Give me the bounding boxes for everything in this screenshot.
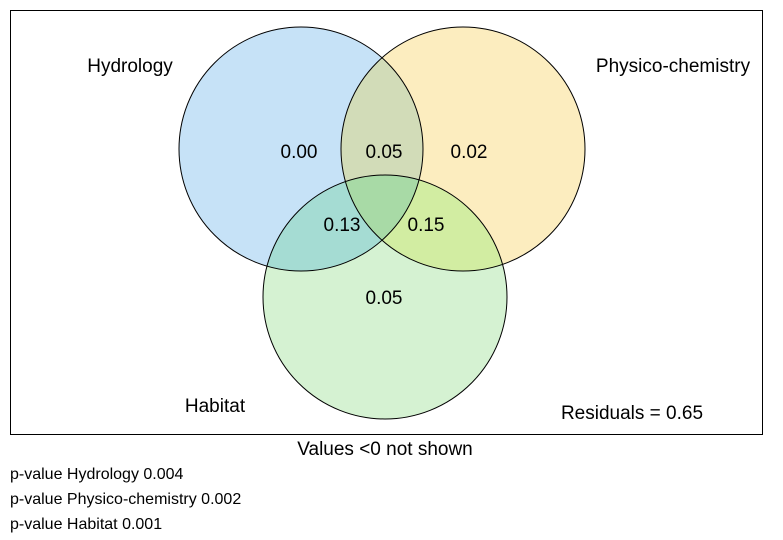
overlap-hydrology-habitat: [263, 175, 423, 271]
label-habitat: Habitat: [185, 396, 246, 417]
value-hydrology-physico: 0.05: [366, 142, 403, 163]
plot-frame: [10, 10, 763, 435]
p-value-physico-chemistry: p-value Physico-chemistry 0.002: [10, 491, 242, 508]
value-hydrology-habitat: 0.13: [324, 215, 361, 236]
residuals-label: Residuals = 0.65: [561, 403, 703, 424]
caption: Values <0 not shown: [297, 439, 473, 460]
label-hydrology: Hydrology: [87, 56, 173, 77]
hydrology-outline: [178, 26, 424, 272]
habitat-outline: [262, 174, 508, 420]
value-physico-habitat: 0.15: [408, 215, 445, 236]
overlap-physico-habitat: [341, 175, 507, 271]
p-value-habitat: p-value Habitat 0.001: [10, 516, 163, 533]
physico-chemistry-outline: [340, 26, 586, 272]
label-physico-chemistry: Physico-chemistry: [596, 56, 751, 77]
value-hydrology-only: 0.00: [281, 142, 318, 163]
p-value-hydrology: p-value Hydrology 0.004: [10, 466, 184, 483]
value-physico-only: 0.02: [451, 142, 488, 163]
value-habitat-only: 0.05: [366, 288, 403, 309]
venn-diagram: Hydrology Physico-chemistry Habitat 0.00…: [10, 10, 763, 460]
